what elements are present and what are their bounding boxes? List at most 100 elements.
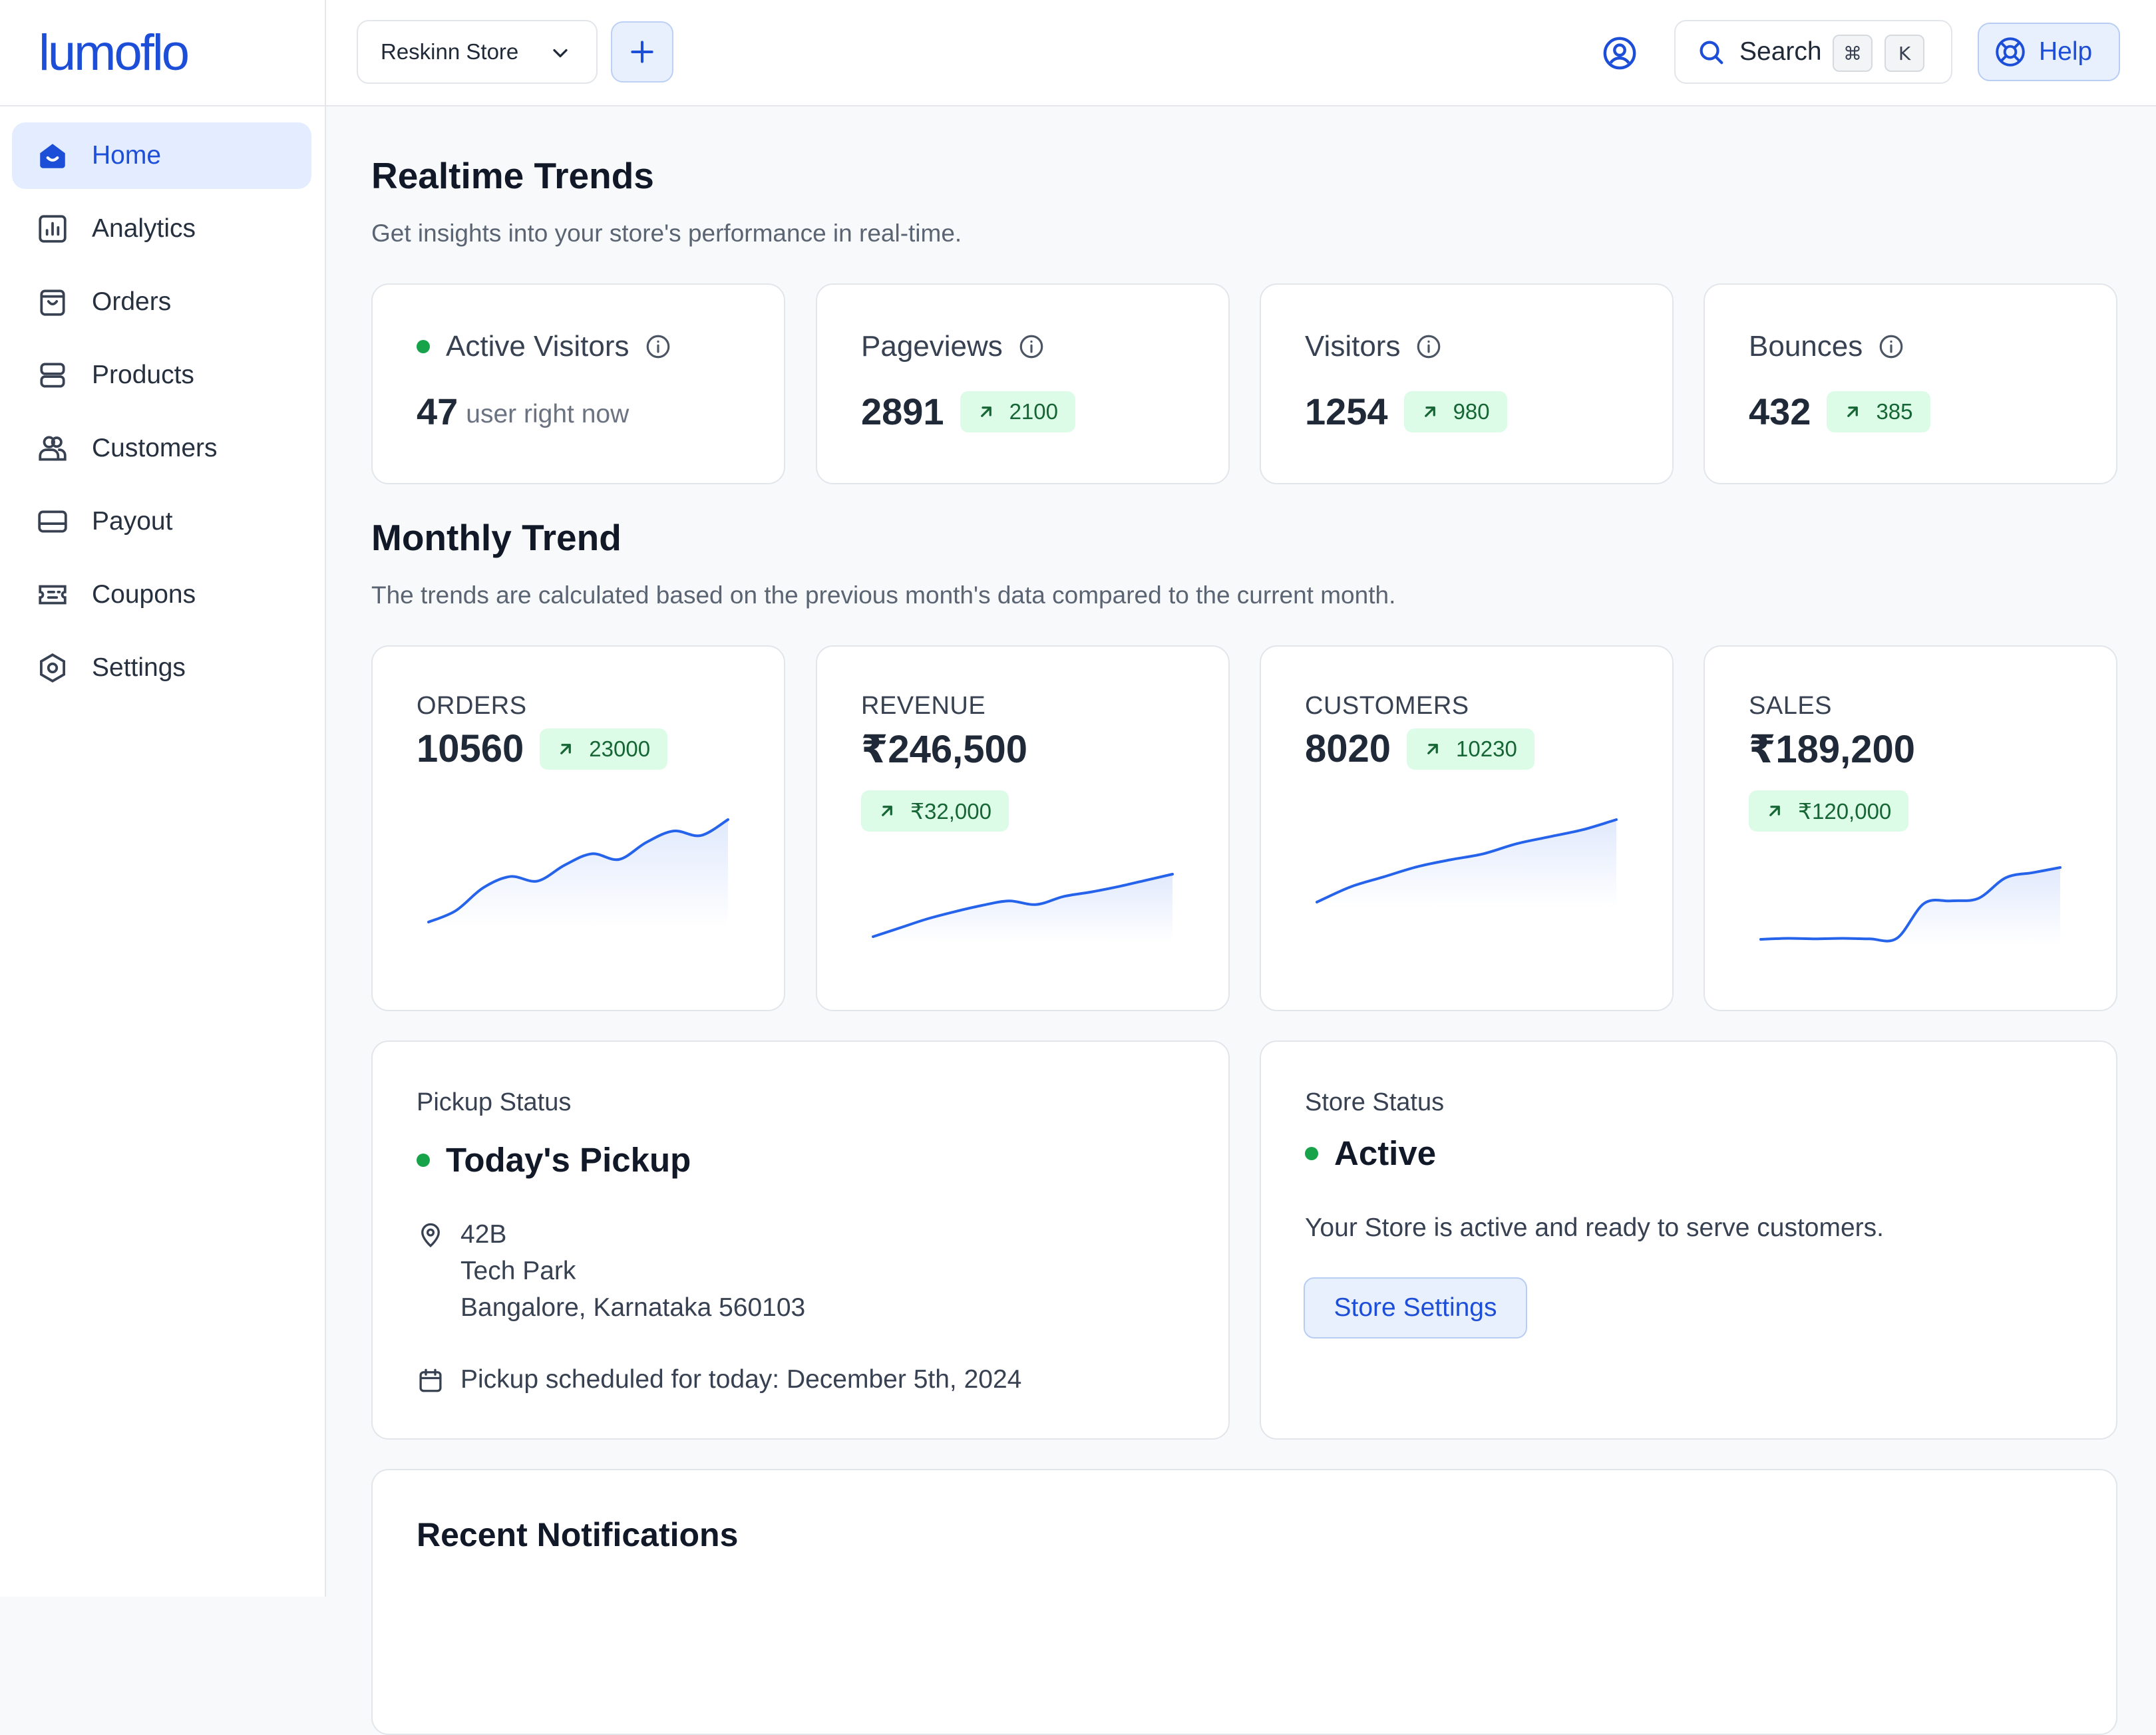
top-bar: Reskinn Store Search ⌘ K Help (326, 0, 2156, 106)
sidebar-item-label: Products (92, 361, 194, 389)
arrow-up-right-icon (1847, 406, 1859, 417)
search-label: Search (1739, 37, 1822, 66)
sidebar: lumoflo Home Analytics Orders (0, 0, 326, 1597)
sidebar-item-home[interactable]: Home (12, 122, 311, 189)
active-visitors-card: Active Visitors 47 user right now (371, 283, 785, 484)
brand-logo[interactable]: lumoflo (39, 25, 190, 81)
pageviews-card: Pageviews 2891 2100 (816, 283, 1230, 484)
customers-trend-card: CUSTOMERS 8020 10230 (1260, 645, 1674, 1011)
metric-number: ₹189,200 (1749, 728, 1916, 771)
metric-label: CUSTOMERS (1305, 692, 1469, 720)
trend-value: 2100 (1009, 398, 1058, 424)
products-icon (36, 359, 69, 392)
add-store-button[interactable] (611, 21, 673, 82)
sidebar-item-coupons[interactable]: Coupons (12, 561, 311, 628)
metric-label: ORDERS (417, 692, 527, 720)
info-icon[interactable] (1415, 333, 1443, 361)
stat-label: Pageviews (861, 330, 1045, 363)
live-status-dot (417, 340, 430, 353)
metric-label: SALES (1749, 692, 1833, 720)
sparkline-line (427, 818, 729, 923)
store-selector[interactable]: Reskinn Store (357, 20, 598, 84)
stat-number: 2891 (861, 391, 944, 432)
realtime-subtitle: Get insights into your store's performan… (371, 220, 962, 247)
orders-trend-card: ORDERS 10560 23000 (371, 645, 785, 1011)
pickup-title: Today's Pickup (417, 1140, 691, 1180)
info-icon[interactable] (1877, 333, 1905, 361)
sidebar-item-label: Home (92, 141, 162, 170)
customers-icon (36, 432, 69, 465)
chevron-down-icon (553, 49, 568, 58)
trend-badge: 2100 (960, 391, 1075, 432)
info-icon[interactable] (1017, 333, 1045, 361)
stat-number: 47 (417, 391, 458, 432)
trend-value: ₹120,000 (1798, 798, 1892, 824)
stat-label-text: Pageviews (861, 330, 1003, 363)
orders-icon (36, 285, 69, 319)
address-line: 42B (460, 1220, 507, 1249)
sales-trend-card: SALES ₹189,200 ₹120,000 (1704, 645, 2117, 1011)
home-icon (36, 139, 69, 172)
monthly-subtitle: The trends are calculated based on the p… (371, 581, 1396, 609)
visitors-card: Visitors 1254 980 (1260, 283, 1674, 484)
sidebar-item-label: Payout (92, 507, 173, 536)
sidebar-item-payout[interactable]: Payout (12, 488, 311, 555)
sparkline-line (872, 873, 1174, 938)
trend-badge: 10230 (1407, 728, 1534, 770)
trend-badge: 23000 (540, 728, 668, 770)
calendar-icon (419, 1368, 442, 1392)
lifebuoy-icon (1996, 37, 2025, 67)
address-line: Bangalore, Karnataka 560103 (460, 1293, 806, 1322)
metric-value: 8020 10230 (1305, 726, 1534, 771)
help-button[interactable]: Help (1978, 23, 2120, 81)
store-settings-button[interactable]: Store Settings (1304, 1277, 1527, 1339)
search-button[interactable]: Search ⌘ K (1674, 20, 1952, 84)
stat-number: 432 (1749, 391, 1811, 432)
user-profile-icon[interactable] (1601, 35, 1638, 72)
sidebar-item-customers[interactable]: Customers (12, 415, 311, 482)
trend-value: 980 (1453, 398, 1490, 424)
sidebar-nav: Home Analytics Orders Products (12, 122, 311, 708)
stat-label-text: Bounces (1749, 330, 1863, 363)
pickup-status-card: Pickup Status Today's Pickup 42B Tech Pa… (371, 1040, 1230, 1440)
sparkline-line (1759, 866, 2062, 943)
shortcut-key-k: K (1885, 35, 1924, 72)
store-status-label: Store Status (1305, 1088, 1445, 1116)
search-icon (1700, 41, 1723, 65)
sparkline-line (1316, 818, 1618, 903)
trend-value: 10230 (1456, 736, 1517, 761)
store-status-card: Store Status Active Your Store is active… (1260, 1040, 2117, 1440)
sidebar-item-products[interactable]: Products (12, 342, 311, 408)
sidebar-item-orders[interactable]: Orders (12, 269, 311, 335)
stat-number: 1254 (1305, 391, 1388, 432)
stat-value: 47 user right now (417, 390, 629, 433)
shortcut-key-command: ⌘ (1833, 35, 1873, 72)
settings-icon (36, 651, 69, 685)
info-icon[interactable] (644, 333, 672, 361)
coupons-icon (36, 578, 69, 611)
sidebar-item-label: Orders (92, 287, 172, 316)
arrow-up-right-icon (882, 806, 892, 816)
trend-value: 23000 (589, 736, 651, 761)
revenue-trend-card: REVENUE ₹246,500 ₹32,000 (816, 645, 1230, 1011)
pickup-status-label: Pickup Status (417, 1088, 572, 1116)
realtime-title: Realtime Trends (371, 155, 654, 196)
stat-value: 432 385 (1749, 390, 1930, 433)
trend-badge: ₹120,000 (1749, 790, 1909, 832)
metric-value: ₹246,500 (861, 726, 1027, 772)
sidebar-item-settings[interactable]: Settings (12, 635, 311, 701)
metric-number: ₹246,500 (861, 728, 1028, 771)
sparkline-area (1761, 868, 2060, 945)
metric-value: ₹189,200 (1749, 726, 1915, 772)
analytics-icon (36, 212, 69, 245)
trend-badge: 980 (1403, 391, 1507, 432)
store-status-dot (1305, 1146, 1318, 1160)
metric-value: 10560 23000 (417, 726, 668, 771)
arrow-up-right-icon (560, 743, 572, 754)
pickup-title-text: Today's Pickup (446, 1141, 691, 1179)
sparkline-area (1317, 820, 1616, 907)
help-label: Help (2039, 37, 2093, 66)
sidebar-item-analytics[interactable]: Analytics (12, 196, 311, 262)
stat-label: Active Visitors (417, 330, 672, 363)
